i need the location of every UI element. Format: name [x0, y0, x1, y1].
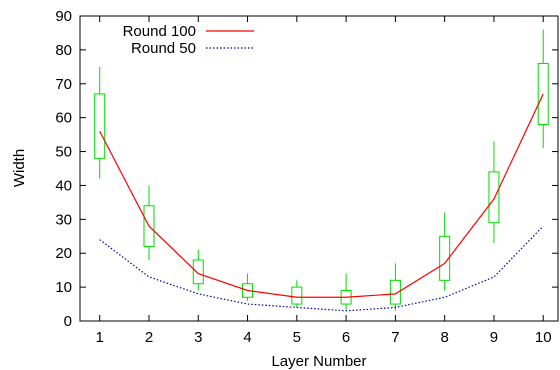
plot-frame: [79, 15, 559, 322]
box-plot: [439, 212, 451, 291]
axis-ticks: [80, 15, 558, 322]
box-body: [192, 259, 204, 285]
box-body: [143, 205, 155, 247]
box-body: [291, 286, 303, 305]
box-plot: [192, 249, 204, 291]
y-tick-label: 60: [55, 110, 72, 127]
legend-label: Round 50: [131, 40, 196, 57]
box-plot: [389, 263, 401, 311]
box-plot: [488, 141, 500, 244]
x-tick-label: 1: [96, 329, 104, 346]
y-tick-label: 90: [55, 8, 72, 25]
box-plot: [94, 66, 106, 179]
x-tick-label: 10: [535, 329, 552, 346]
y-tick-label: 0: [64, 313, 72, 330]
series-line: [99, 93, 544, 298]
x-tick-label: 4: [243, 329, 251, 346]
x-tick-label: 6: [342, 329, 350, 346]
box-plot: [537, 29, 549, 149]
x-tick-label: 7: [391, 329, 399, 346]
box-plots: [94, 29, 549, 311]
y-tick-labels: 0 10 20 30 40 50 60 70 80 90: [55, 8, 72, 330]
box-body: [389, 279, 401, 305]
y-tick-label: 50: [55, 144, 72, 161]
y-tick-label: 80: [55, 42, 72, 59]
box-body: [94, 93, 106, 159]
x-tick-label: 5: [293, 329, 301, 346]
box-plot: [291, 280, 303, 308]
box-body: [488, 171, 500, 224]
series-line: [99, 225, 544, 312]
x-tick-label: 9: [490, 329, 498, 346]
y-tick-label: 40: [55, 177, 72, 194]
y-tick-label: 10: [55, 279, 72, 296]
box-body: [537, 62, 549, 125]
box-body: [439, 235, 451, 281]
y-axis-title: Width: [11, 149, 28, 187]
legend-label: Round 100: [123, 23, 196, 40]
series-lines: [99, 93, 544, 312]
x-tick-label: 2: [145, 329, 153, 346]
y-tick-label: 70: [55, 76, 72, 93]
box-body: [242, 283, 254, 298]
box-plot: [242, 273, 254, 301]
x-axis-title: Layer Number: [271, 353, 366, 370]
x-tick-labels: 1 2 3 4 5 6 7 8 9 10: [96, 329, 552, 346]
box-plot: [143, 185, 155, 260]
box-plot: [340, 273, 352, 311]
y-tick-label: 30: [55, 211, 72, 228]
x-tick-label: 3: [194, 329, 202, 346]
x-tick-label: 8: [440, 329, 448, 346]
y-tick-label: 20: [55, 245, 72, 262]
